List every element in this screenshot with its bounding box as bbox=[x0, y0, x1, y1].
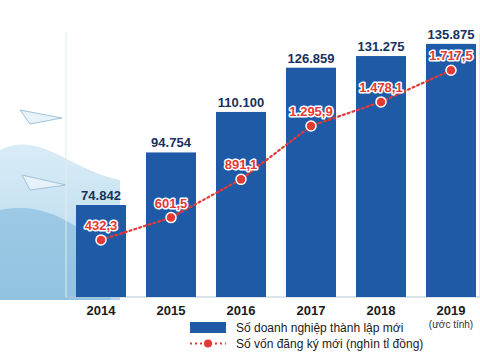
bar-label: 110.100 bbox=[218, 95, 264, 110]
line bbox=[101, 70, 451, 240]
x-tick-label: 2015 bbox=[157, 303, 186, 318]
bar bbox=[286, 68, 336, 297]
line-label: 1.295,9 bbox=[289, 104, 332, 119]
labels: 74.842 94.754 110.100 126.859 131.275 135.875… bbox=[81, 27, 474, 330]
line-label: 601,5 bbox=[155, 196, 188, 211]
line-point bbox=[446, 65, 456, 75]
legend-label: Số doanh nghiệp thành lập mới bbox=[236, 321, 403, 335]
bar-label: 126.859 bbox=[288, 51, 335, 66]
bar-label: 131.275 bbox=[358, 39, 405, 54]
x-tick-label: 2018 bbox=[367, 303, 396, 318]
x-tick-label: 2017 bbox=[297, 303, 326, 318]
decor-plane bbox=[20, 110, 62, 124]
legend-label: Số vốn đăng ký mới (nghìn tỉ đồng) bbox=[236, 337, 423, 351]
x-axis-line bbox=[66, 297, 480, 298]
line-point bbox=[306, 121, 316, 131]
line-point bbox=[236, 174, 246, 184]
bar bbox=[356, 56, 406, 297]
bar bbox=[146, 152, 196, 297]
bar bbox=[76, 205, 126, 297]
bar-label: 135.875 bbox=[428, 27, 475, 42]
y-axis-line bbox=[66, 33, 67, 297]
plot-area bbox=[76, 44, 476, 297]
decor-plane bbox=[22, 175, 66, 190]
bar bbox=[426, 44, 476, 297]
bar bbox=[216, 112, 266, 297]
line-label: 432,3 bbox=[85, 218, 118, 233]
line-label: 891,1 bbox=[225, 157, 258, 172]
bar-label: 94.754 bbox=[151, 135, 192, 150]
y2-axis-line bbox=[479, 33, 480, 297]
x-tick-label: 2016 bbox=[227, 303, 256, 318]
line-point bbox=[166, 213, 176, 223]
chart: 74.842 94.754 110.100 126.859 131.275 135.875… bbox=[0, 0, 480, 352]
bar-label: 74.842 bbox=[81, 188, 121, 203]
x-tick-label: 2019 bbox=[437, 303, 466, 318]
line-point bbox=[96, 235, 106, 245]
x-tick-label: 2014 bbox=[87, 303, 117, 318]
legend-swatch bbox=[204, 340, 212, 348]
line-label: 1.478,1 bbox=[359, 80, 402, 95]
line-point bbox=[376, 97, 386, 107]
line-label: 1.717,5 bbox=[429, 48, 472, 63]
legend: Số doanh nghiệp thành lập mới Số vốn đăng… bbox=[190, 321, 423, 351]
annotation: (ước tính) bbox=[429, 319, 473, 330]
legend-swatch bbox=[190, 322, 226, 333]
